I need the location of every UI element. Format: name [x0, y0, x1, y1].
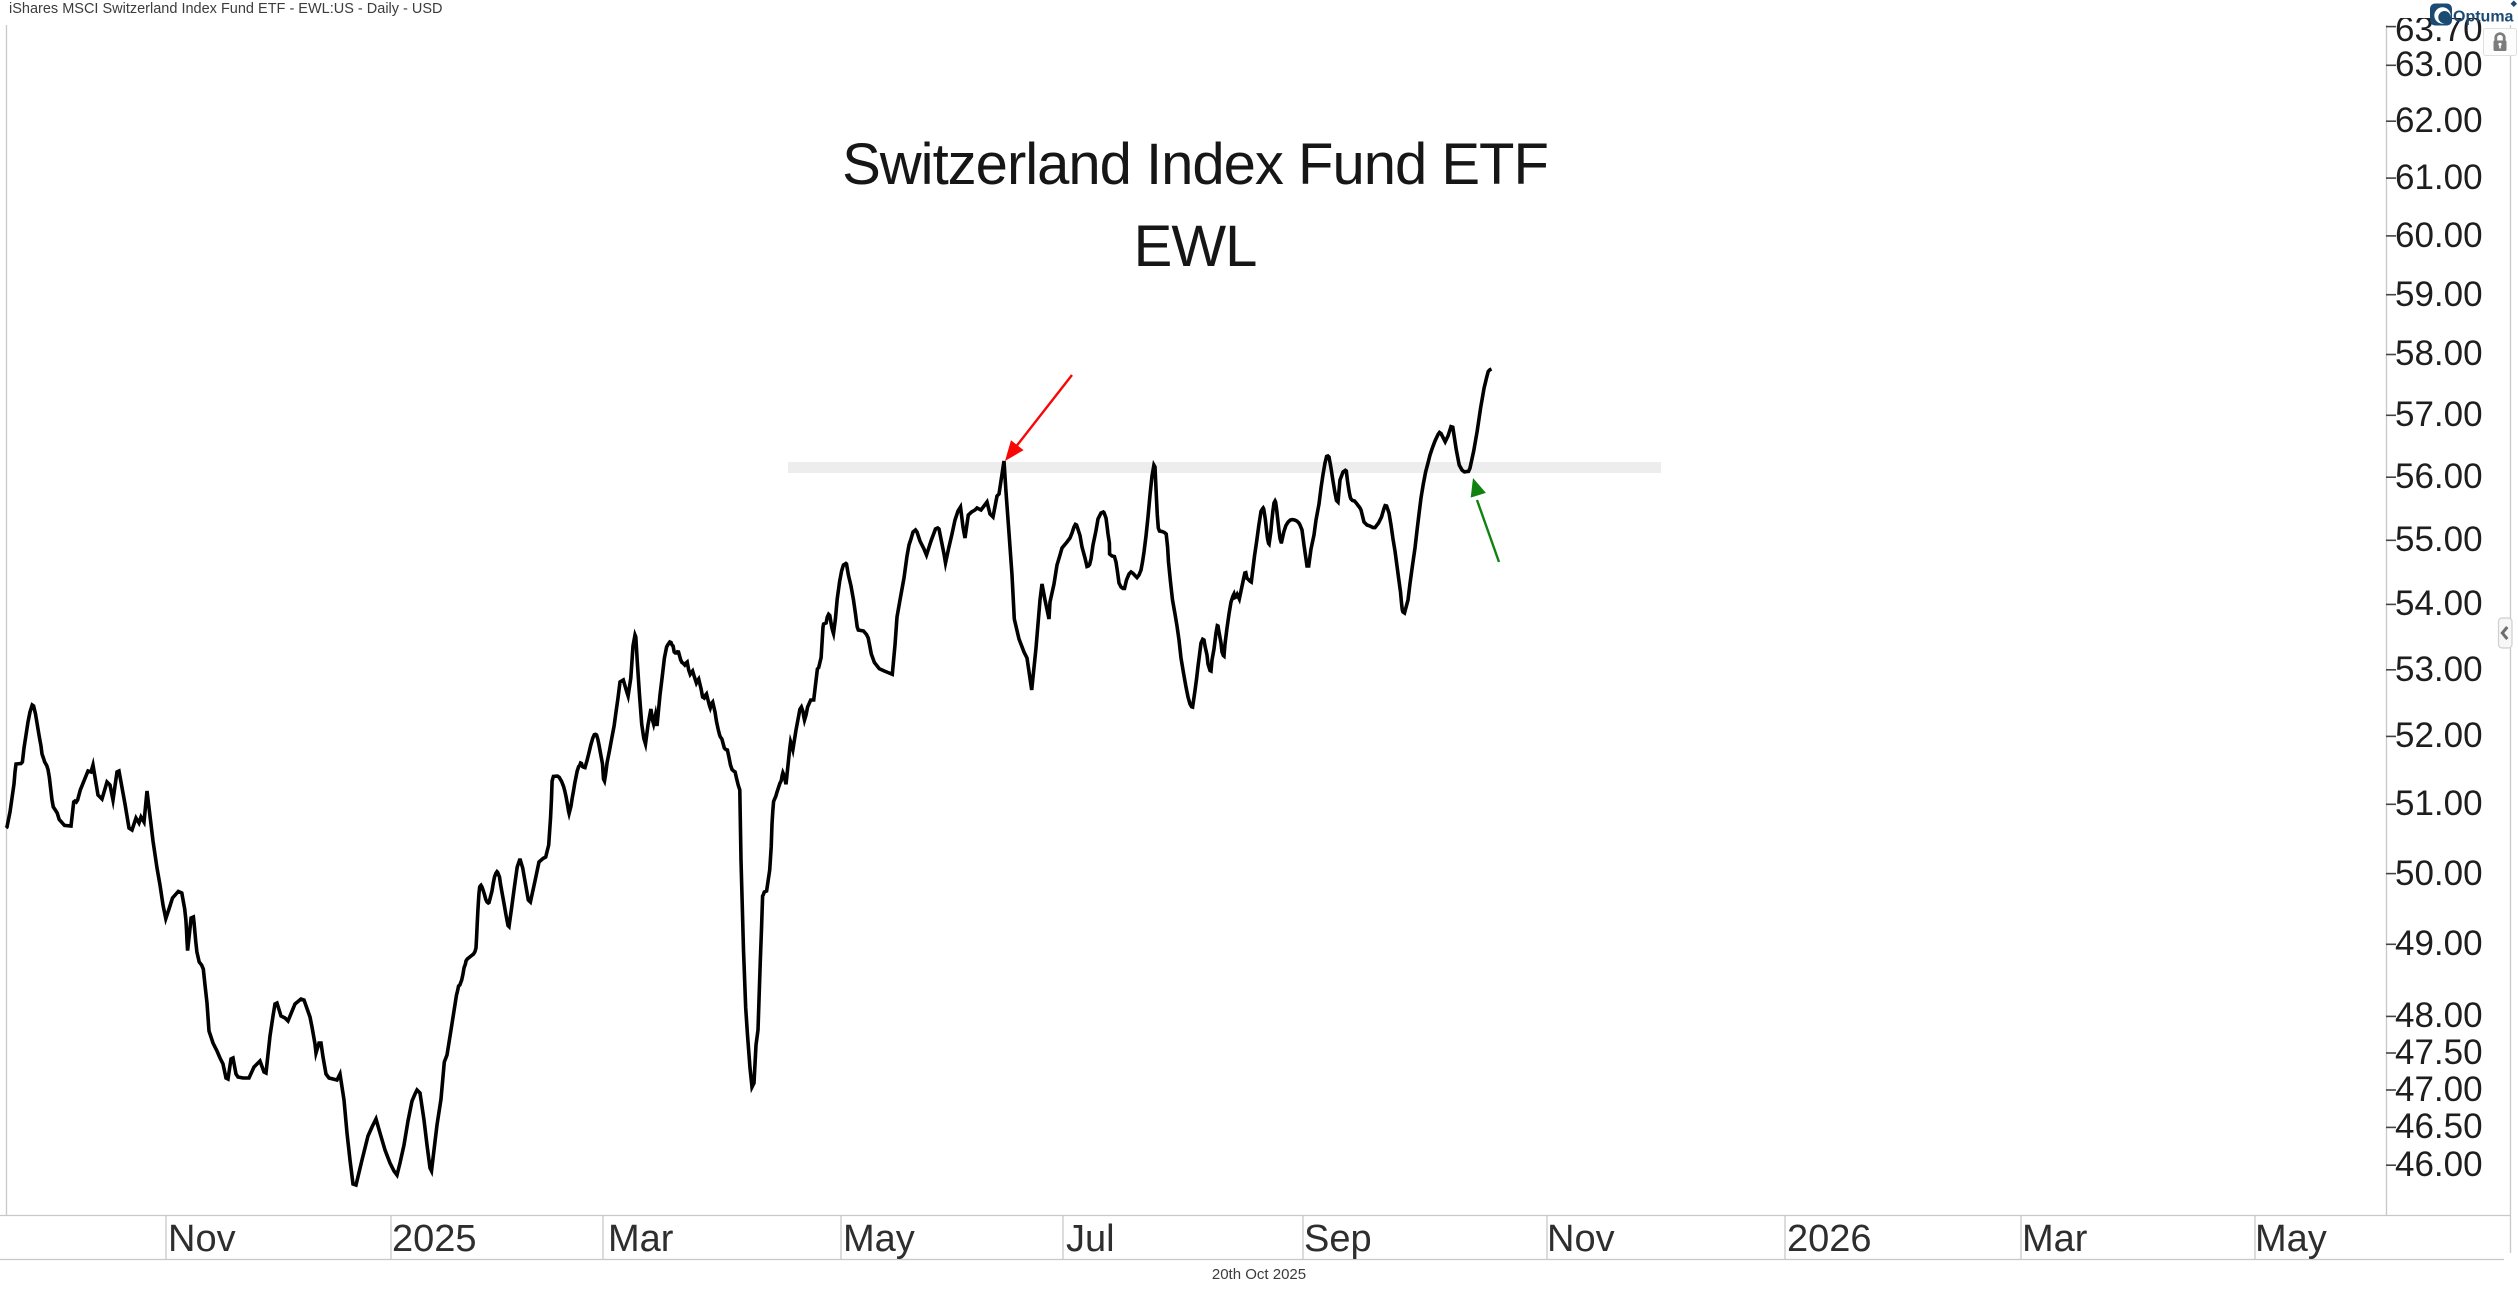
svg-text:Optuma: Optuma: [2453, 9, 2514, 26]
